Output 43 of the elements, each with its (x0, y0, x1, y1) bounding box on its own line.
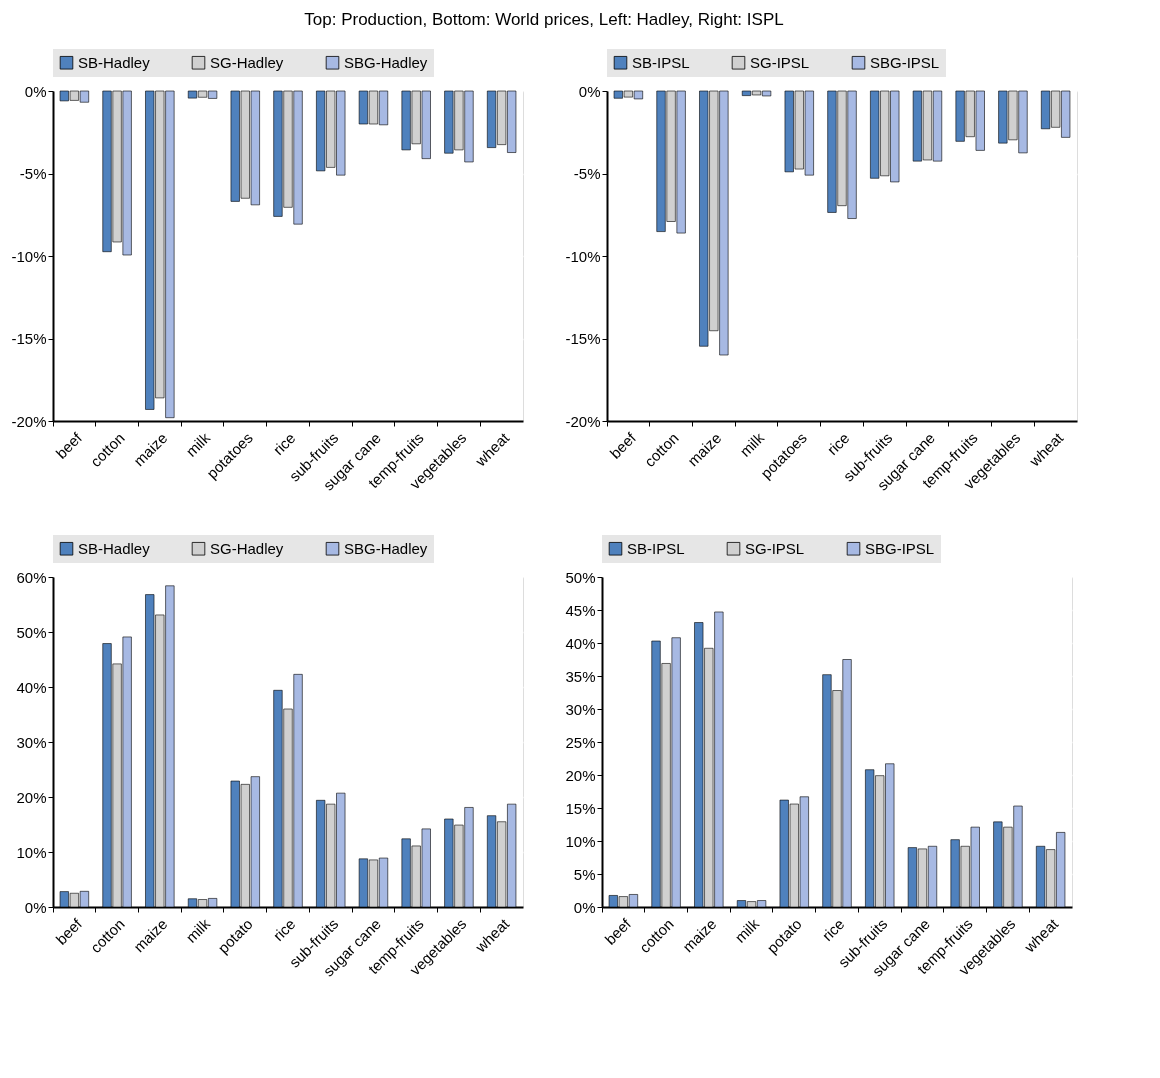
legend-label: SBG-IPSL (870, 53, 940, 71)
y-tick-label: 15% (565, 799, 596, 817)
legend-label: SBG-IPSL (865, 539, 935, 557)
y-tick-label: 25% (565, 733, 596, 751)
y-tick-label: 45% (565, 601, 596, 619)
y-tick-label: 30% (16, 733, 47, 751)
y-tick-label: 0% (24, 82, 47, 100)
legend-label: SB-IPSL (627, 539, 685, 557)
y-tick-label: 40% (16, 678, 47, 696)
y-tick-label: -20% (565, 412, 601, 430)
y-tick-label: 35% (565, 667, 596, 685)
legend-label: SG-Hadley (210, 53, 284, 71)
y-tick-label: 20% (16, 788, 47, 806)
y-tick-label: 10% (565, 832, 596, 850)
legend-label: SB-Hadley (78, 53, 151, 71)
y-tick-label: 0% (578, 82, 601, 100)
legend-label: SG-Hadley (210, 539, 284, 557)
x-tick-label: milk (182, 914, 214, 946)
y-tick-label: 5% (573, 865, 596, 883)
y-tick-label: -20% (11, 412, 47, 430)
y-tick-label: 50% (565, 568, 596, 586)
y-tick-label: 50% (16, 623, 47, 641)
y-tick-label: 20% (565, 766, 596, 784)
y-tick-label: -10% (565, 247, 601, 265)
y-tick-label: 30% (565, 700, 596, 718)
legend-label: SB-Hadley (78, 539, 151, 557)
legend-label: SBG-Hadley (344, 53, 428, 71)
y-tick-label: -10% (11, 247, 47, 265)
y-tick-label: 60% (16, 568, 47, 586)
y-tick-label: -15% (11, 330, 47, 347)
legend-label: SG-IPSL (745, 539, 805, 557)
legend-label: SB-IPSL (632, 53, 690, 71)
y-tick-label: 40% (565, 634, 596, 652)
y-tick-label: -5% (573, 165, 601, 182)
x-tick-label: milk (731, 914, 763, 946)
y-tick-label: 0% (24, 898, 47, 916)
y-tick-label: 0% (573, 898, 596, 916)
legend-label: SBG-Hadley (344, 539, 428, 557)
legend-label: SG-IPSL (750, 53, 810, 71)
y-tick-label: 10% (16, 843, 47, 861)
chart-title: Top: Production, Bottom: World prices, Left: Hadley, Right: ISPL (304, 9, 784, 29)
y-tick-label: -5% (19, 165, 47, 182)
y-tick-label: -15% (565, 330, 601, 347)
